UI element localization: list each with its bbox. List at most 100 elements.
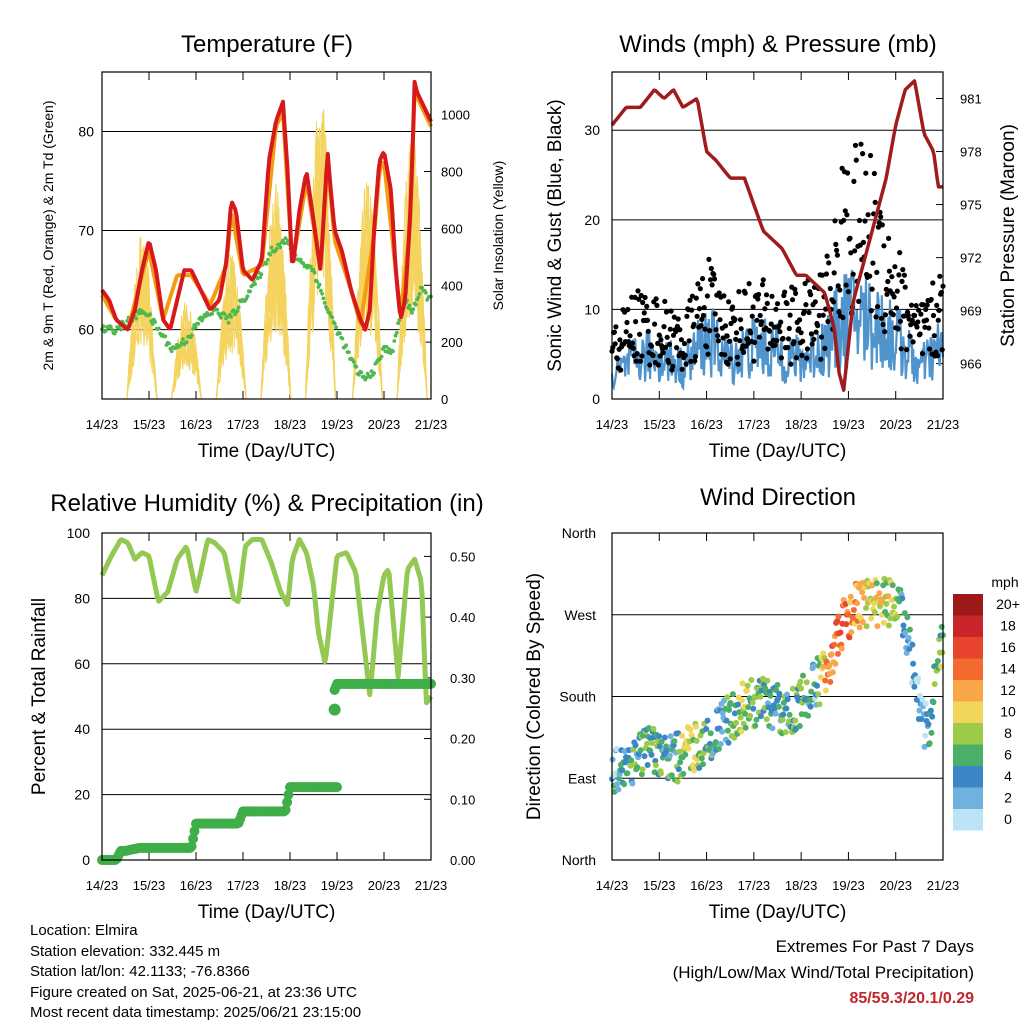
gust-point (730, 304, 736, 310)
panel-title: Winds (mph) & Pressure (mb) (619, 31, 936, 58)
direction-point (641, 753, 648, 760)
y2-tick-label: 0.40 (450, 610, 475, 625)
direction-point (900, 622, 907, 629)
x-axis-label: Time (Day/UTC) (198, 441, 336, 462)
gust-point (700, 276, 706, 282)
precip-point (282, 797, 293, 808)
gust-point (850, 271, 856, 277)
winds-pressure-panel: Winds (mph) & Pressure (mb) 14/23 15/23 16/… (545, 31, 1019, 462)
gust-point (799, 352, 805, 358)
gust-point (882, 312, 889, 318)
gust-point (640, 299, 646, 306)
direction-point (906, 645, 913, 652)
gust-point (845, 170, 851, 176)
gust-point (635, 288, 641, 294)
gust-point (918, 311, 924, 317)
gust-point (784, 300, 790, 307)
direction-point (707, 730, 714, 737)
gust-point (741, 349, 747, 355)
gust-point (900, 267, 906, 273)
direction-point (856, 624, 863, 631)
gust-point (660, 350, 666, 356)
gust-point (625, 339, 632, 345)
direction-point (803, 679, 810, 686)
gust-point (637, 358, 644, 364)
extremes-box: Extremes For Past 7 Days (High/Low/Max W… (673, 934, 974, 1012)
gust-point (711, 276, 718, 282)
direction-point (891, 603, 897, 610)
direction-point (638, 771, 645, 778)
dewpoint-point (330, 315, 335, 320)
gust-point (686, 338, 692, 344)
gust-point (930, 312, 937, 319)
gust-point (641, 310, 647, 316)
direction-point (645, 725, 652, 731)
legend-swatch (953, 766, 983, 788)
x-tick-label: 16/23 (690, 878, 723, 893)
gust-point (873, 314, 879, 320)
direction-point (805, 712, 812, 719)
dewpoint-point (189, 333, 194, 337)
y-axis-label: Percent & Total Rainfall (29, 598, 50, 795)
direction-point (918, 716, 925, 722)
direction-point (854, 600, 861, 607)
direction-point (615, 786, 622, 793)
y2-tick-label: 969 (960, 304, 982, 319)
gust-point (934, 353, 941, 359)
dewpoint-point (315, 279, 319, 284)
gust-point (923, 317, 930, 323)
legend-label: 16 (1000, 639, 1016, 655)
direction-point (810, 663, 817, 670)
gust-point (867, 273, 873, 279)
gust-point (926, 325, 932, 331)
gust-point (823, 271, 830, 277)
gust-point (717, 317, 723, 323)
gust-point (642, 294, 648, 301)
gust-point (893, 305, 900, 311)
gust-point (856, 298, 862, 304)
gust-point (733, 330, 740, 336)
legend-label: 10 (1000, 704, 1016, 720)
gust-point (908, 322, 914, 328)
legend-label: 2 (1004, 790, 1012, 806)
dewpoint-point (319, 288, 323, 293)
dewpoint-point (264, 261, 269, 266)
dewpoint-point (109, 324, 113, 329)
panel-title: Temperature (F) (181, 31, 353, 58)
legend-label: 6 (1004, 747, 1012, 763)
gust-point (856, 217, 863, 224)
dewpoint-point (184, 340, 189, 344)
direction-point (888, 597, 895, 604)
gust-point (878, 315, 885, 321)
gust-point (902, 284, 908, 290)
direction-point (906, 626, 913, 633)
direction-point (689, 762, 696, 769)
gust-point (688, 358, 694, 364)
gust-point (882, 329, 888, 335)
dewpoint-point (148, 312, 153, 317)
direction-point (628, 757, 635, 764)
direction-point (928, 729, 935, 736)
dewpoint-point (103, 328, 108, 333)
direction-point (742, 710, 748, 717)
dewpoint-point (219, 315, 223, 320)
direction-point (666, 752, 673, 759)
legend-swatch (953, 637, 983, 659)
direction-point (775, 703, 782, 710)
gust-point (769, 293, 775, 299)
gust-point (923, 306, 929, 312)
direction-point (693, 737, 700, 744)
direction-point (817, 674, 824, 681)
y2-tick-label: 972 (960, 251, 982, 266)
gust-point (639, 353, 645, 359)
y-tick-label: 20 (584, 212, 600, 228)
dewpoint-point (368, 375, 373, 380)
gust-point (786, 325, 792, 332)
direction-point (784, 691, 790, 698)
gust-point (931, 333, 937, 339)
y-tick-label: 20 (74, 787, 90, 803)
dewpoint-point (338, 331, 342, 336)
direction-point (613, 746, 620, 752)
gust-point (759, 319, 765, 325)
gust-point (819, 272, 826, 278)
